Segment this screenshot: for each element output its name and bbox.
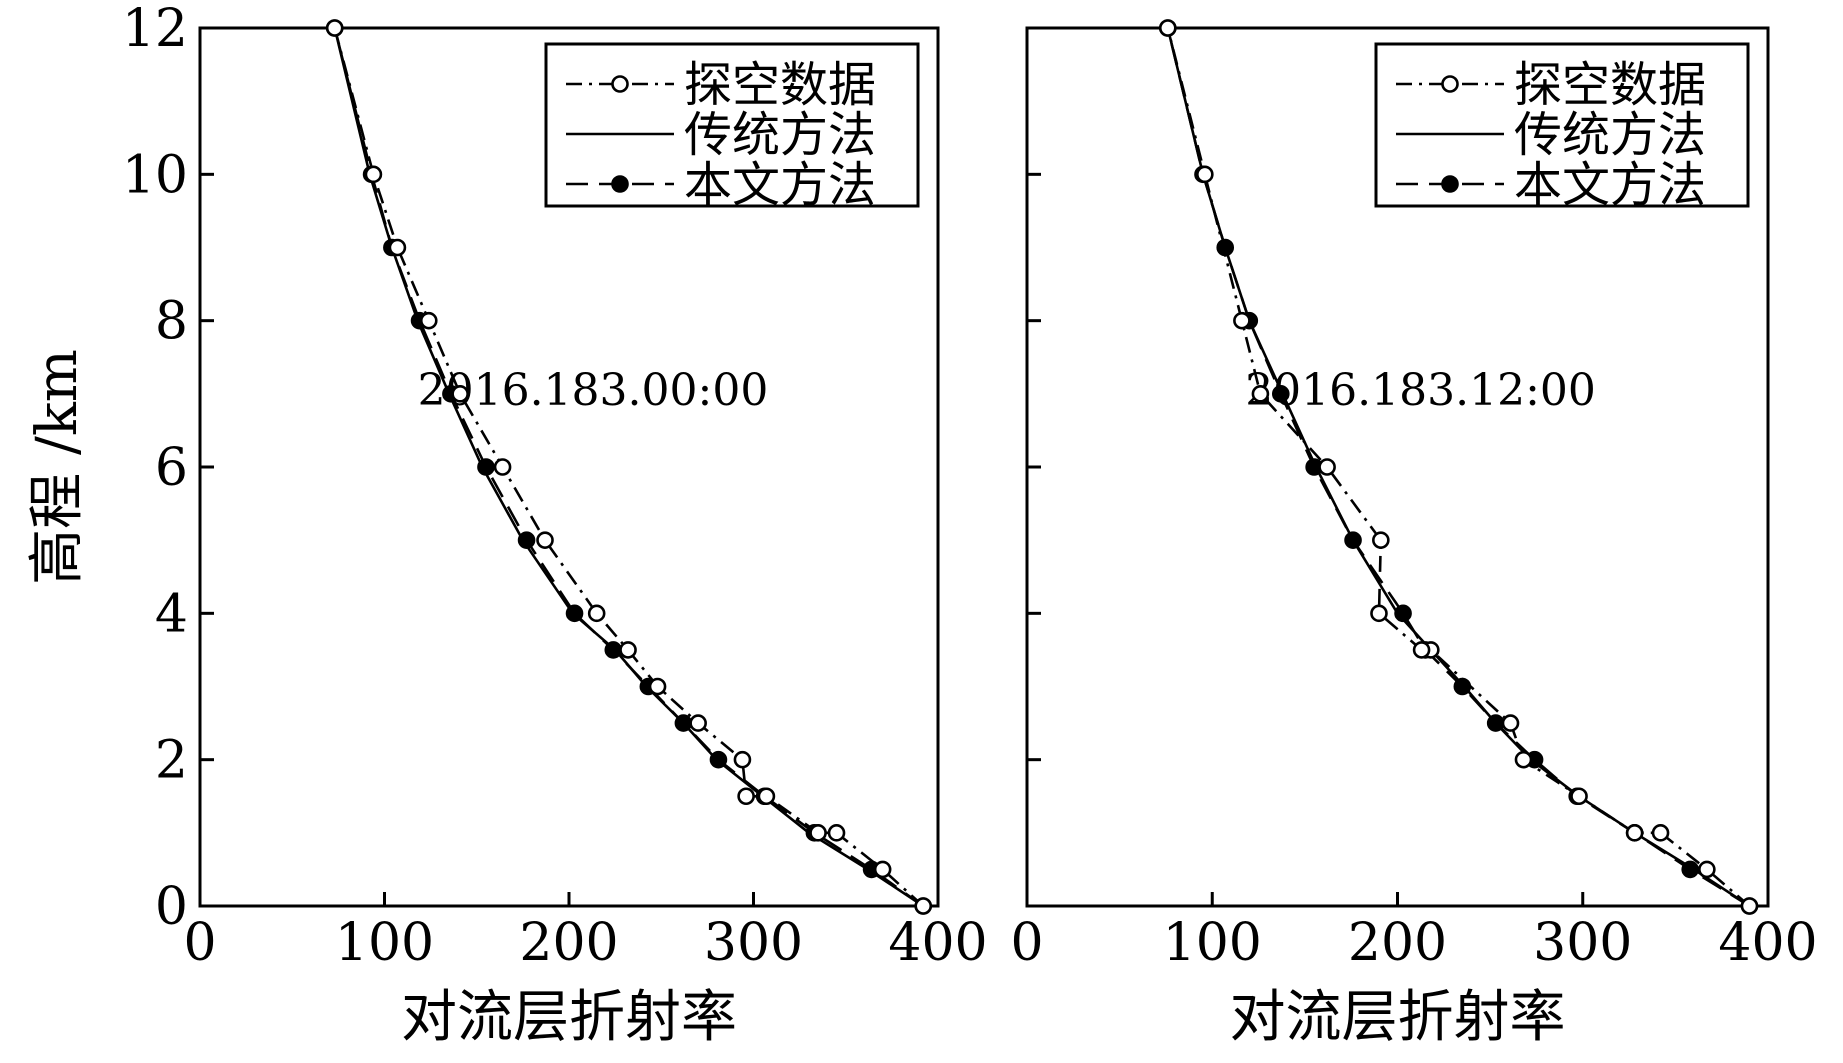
y-tick-label: 2 xyxy=(155,731,188,791)
data-point xyxy=(517,531,536,549)
y-tick-label: 0 xyxy=(155,877,188,937)
data-point xyxy=(619,641,637,659)
legend-swatch-marker xyxy=(1441,175,1459,193)
data-point xyxy=(733,750,752,769)
data-point xyxy=(587,604,606,623)
data-point xyxy=(1514,750,1533,769)
data-point xyxy=(364,165,383,184)
legend-box xyxy=(544,42,920,208)
timestamp-annotation: 2016.183.12:00 xyxy=(1245,365,1596,416)
data-point xyxy=(419,311,438,330)
data-point xyxy=(565,604,584,623)
data-point xyxy=(451,385,469,403)
data-point xyxy=(674,714,693,732)
x-tick-label: 300 xyxy=(1533,913,1632,973)
legend-entry-label: 探空数据 xyxy=(684,57,876,113)
data-point xyxy=(1651,824,1670,842)
data-point xyxy=(604,641,623,659)
legend-entry-label: 传统方法 xyxy=(684,107,876,163)
data-point xyxy=(1233,311,1251,330)
legend-entry-label: 传统方法 xyxy=(1514,107,1706,163)
data-point xyxy=(477,458,495,476)
x-tick-label: 200 xyxy=(1348,913,1447,973)
data-point xyxy=(1370,604,1388,623)
data-point xyxy=(1453,677,1472,696)
data-point xyxy=(1698,860,1716,879)
data-point xyxy=(809,824,827,842)
data-point xyxy=(1251,385,1270,403)
data-point xyxy=(536,531,554,549)
data-point xyxy=(1681,860,1699,879)
data-point xyxy=(1158,19,1177,37)
data-point xyxy=(1344,531,1362,549)
data-point xyxy=(827,824,846,842)
y-tick-label: 8 xyxy=(155,292,188,352)
legend-entry-label: 本文方法 xyxy=(684,157,876,213)
series-line-1 xyxy=(333,27,925,907)
x-tick-label: 100 xyxy=(335,913,434,973)
data-point xyxy=(1372,531,1390,549)
data-point xyxy=(709,750,728,769)
x-tick-label: 300 xyxy=(704,913,803,973)
data-point xyxy=(325,19,344,37)
legend-swatch-marker xyxy=(611,175,629,193)
x-tick-label: 400 xyxy=(1718,913,1817,973)
data-point xyxy=(1318,458,1336,476)
x-tick-label: 100 xyxy=(1163,913,1262,973)
data-point xyxy=(648,677,667,696)
series-line-3 xyxy=(333,27,924,908)
data-point xyxy=(1271,385,1290,403)
data-point xyxy=(1486,714,1505,732)
data-point xyxy=(1394,604,1412,623)
data-point xyxy=(1740,897,1759,915)
legend-swatch-marker xyxy=(1441,75,1459,93)
legend-entry-label: 探空数据 xyxy=(1514,57,1706,113)
data-point xyxy=(1625,824,1644,842)
y-axis-label: 高程 /km xyxy=(25,349,90,585)
data-point xyxy=(873,860,892,879)
y-tick-label: 12 xyxy=(122,0,188,59)
y-tick-label: 6 xyxy=(155,438,188,498)
data-point xyxy=(388,238,407,257)
x-axis-label: 对流层折射率 xyxy=(1230,985,1566,1050)
data-point xyxy=(493,458,512,476)
legend-box xyxy=(1374,42,1750,208)
data-point xyxy=(737,787,755,806)
legend-entry-label: 本文方法 xyxy=(1514,157,1706,213)
data-point xyxy=(689,714,707,732)
data-point xyxy=(1570,787,1588,806)
x-tick-label: 200 xyxy=(519,913,618,973)
data-point xyxy=(1196,165,1214,184)
timestamp-annotation: 2016.183.00:00 xyxy=(418,365,769,416)
x-tick-label: 0 xyxy=(1010,913,1043,973)
data-point xyxy=(914,897,933,915)
x-tick-label: 0 xyxy=(183,913,216,973)
legend-swatch-marker xyxy=(611,75,629,93)
chart-panel-2: 0 100 200 300 400 对流层折射率 2016.183.12:00 探空数据传统方… xyxy=(1010,19,1818,1050)
x-tick-label: 400 xyxy=(888,913,987,973)
x-axis-label: 对流层折射率 xyxy=(401,985,737,1050)
data-point xyxy=(1412,641,1431,659)
chart-panel-1: 0 100 200 300 400 0 2 4 6 8 10 12 对流层折射率 高程 /km 2016.1… xyxy=(25,0,988,1050)
data-point xyxy=(1501,714,1520,732)
data-point xyxy=(757,787,776,806)
y-tick-label: 4 xyxy=(155,584,188,644)
y-tick-label: 10 xyxy=(122,145,188,205)
